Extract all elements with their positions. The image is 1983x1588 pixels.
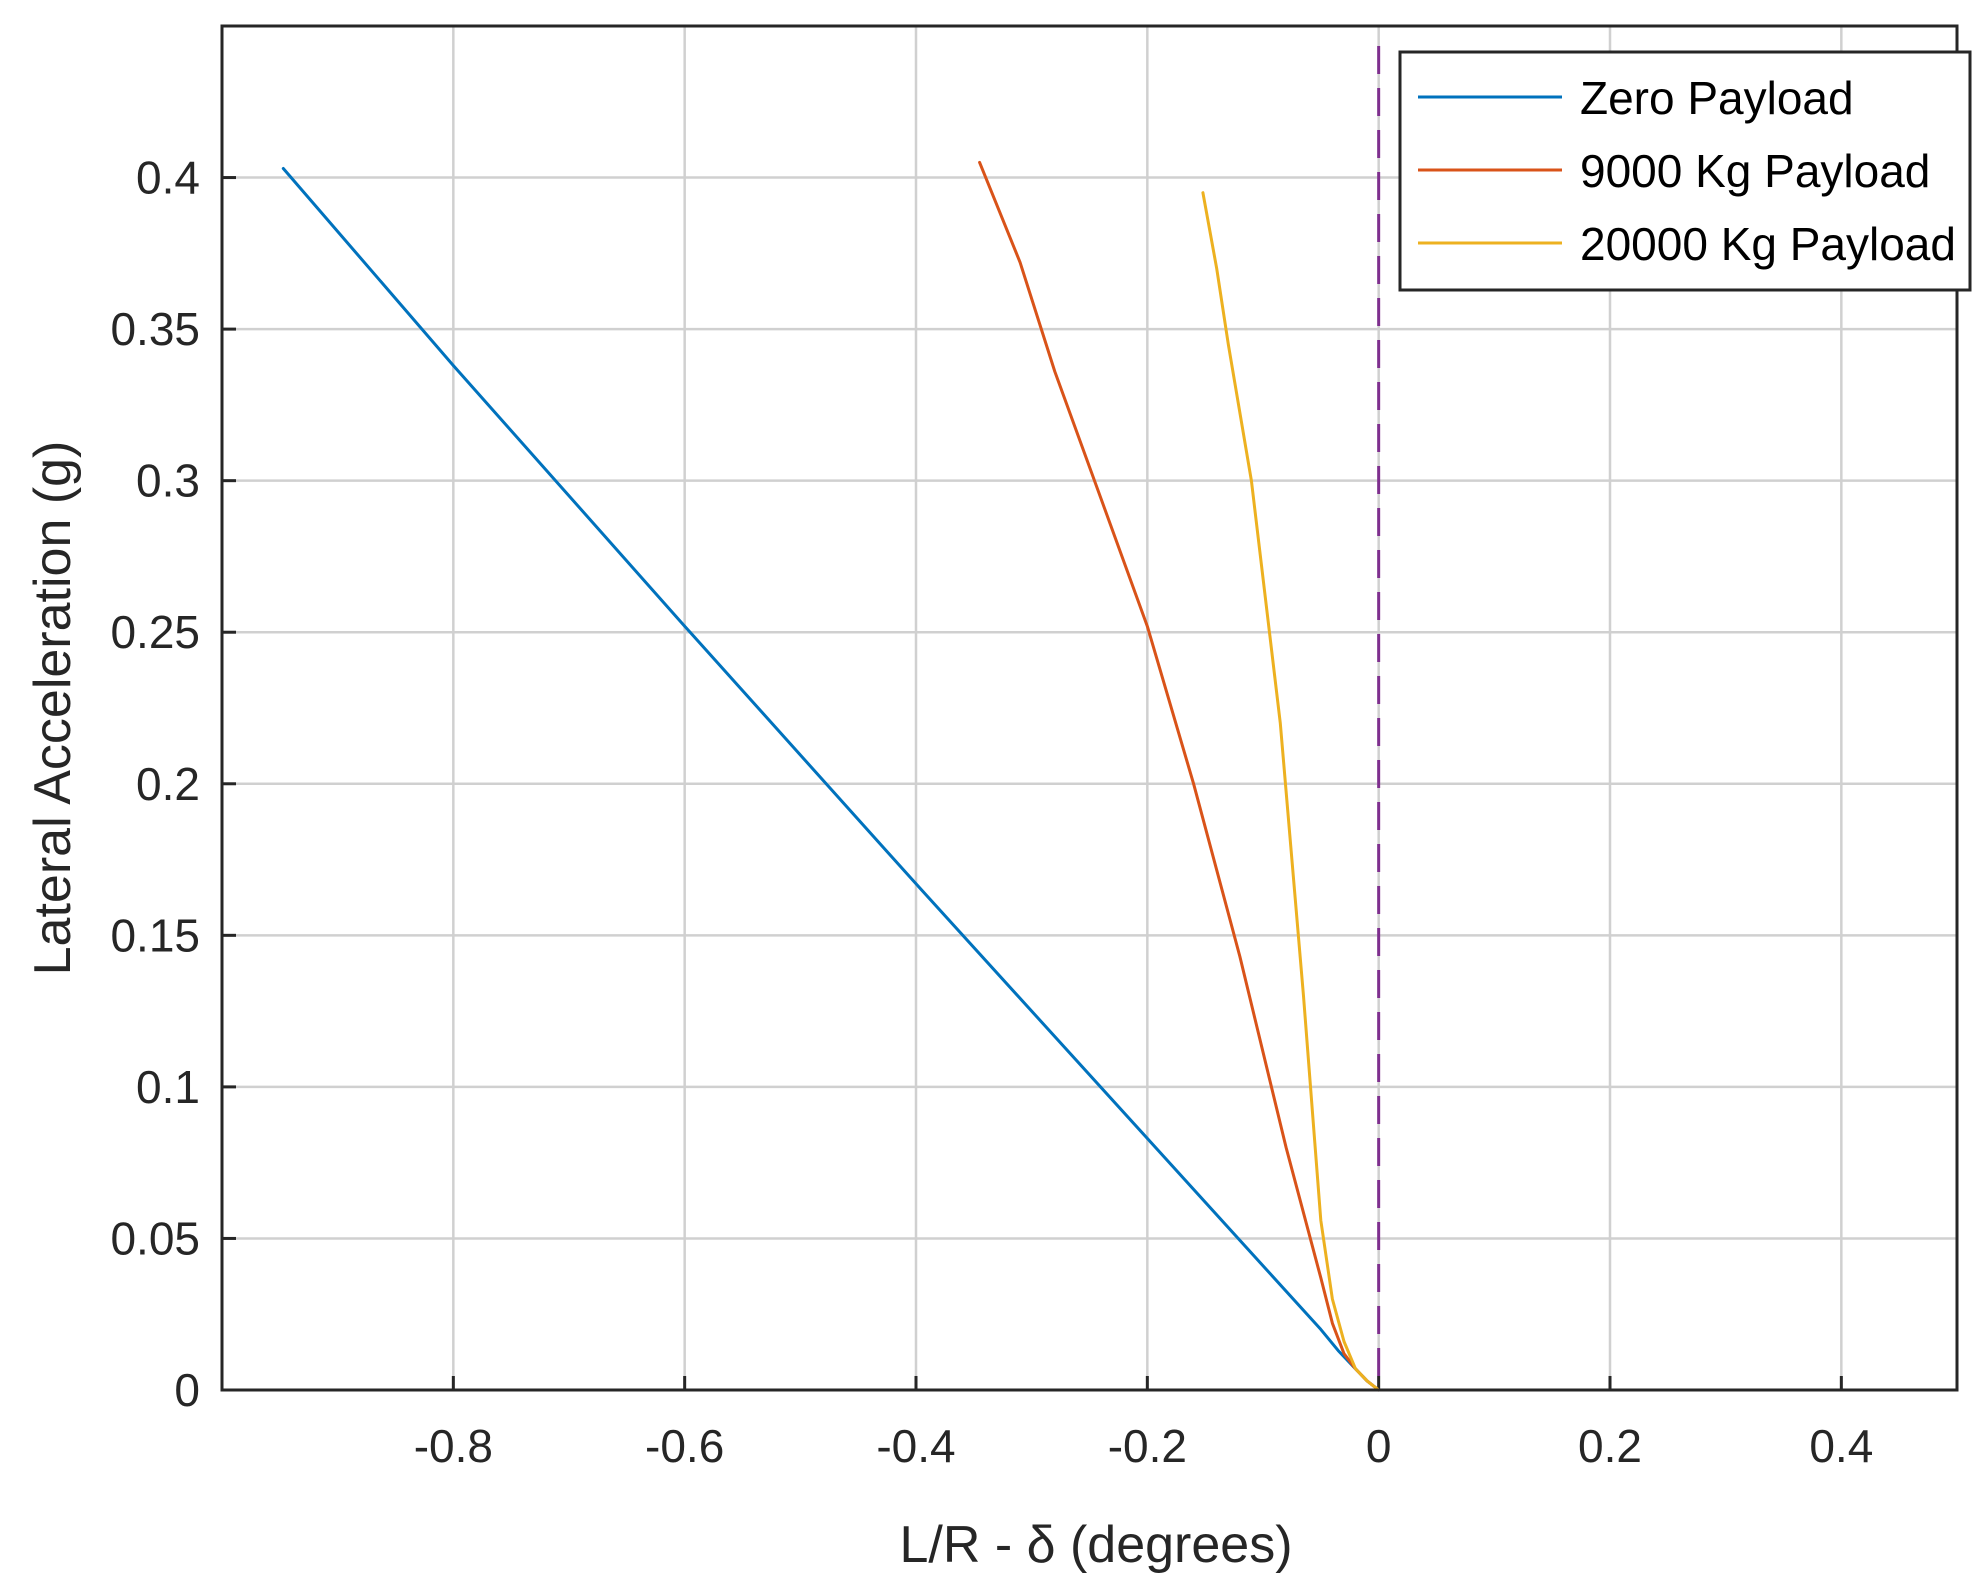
plot-frame [220, 24, 1959, 1392]
y-tick-label: 0.25 [110, 606, 200, 658]
y-tick-label: 0.05 [110, 1212, 200, 1264]
y-tick-label: 0.3 [136, 455, 200, 507]
x-tick-label: -0.8 [414, 1420, 493, 1472]
legend-label-20000kg-payload: 20000 Kg Payload [1580, 218, 1956, 270]
legend-label-9000kg-payload: 9000 Kg Payload [1580, 145, 1930, 197]
series-line-20000-kg-payload [1201, 191, 1381, 1392]
x-axis-ticks: -0.8 -0.6 -0.4 -0.2 0 0.2 0.4 [414, 1376, 1873, 1472]
y-tick-label: 0 [174, 1364, 200, 1416]
x-axis-label: L/R - δ (degrees) [899, 1516, 1292, 1574]
x-tick-label: -0.6 [645, 1420, 724, 1472]
x-tick-label: 0 [1366, 1420, 1392, 1472]
x-tick-label: -0.2 [1108, 1420, 1187, 1472]
y-tick-label: 0.2 [136, 758, 200, 810]
y-axis-label: Lateral Acceleration (g) [24, 441, 82, 976]
legend-label-zero-payload: Zero Payload [1580, 72, 1854, 124]
legend: Zero Payload 9000 Kg Payload 20000 Kg Pa… [1398, 50, 1972, 292]
y-tick-label: 0.4 [136, 152, 200, 204]
y-tick-label: 0.1 [136, 1061, 200, 1113]
legend-entry-20000kg-payload: 20000 Kg Payload [1418, 218, 1956, 270]
x-tick-label: 0.2 [1578, 1420, 1642, 1472]
series [281, 160, 1381, 1392]
y-axis-ticks: 0 0.05 0.1 0.15 0.2 0.25 0.3 0.35 0.4 [110, 152, 236, 1416]
x-tick-label: -0.4 [876, 1420, 955, 1472]
x-tick-label: 0.4 [1809, 1420, 1873, 1472]
legend-entry-9000kg-payload: 9000 Kg Payload [1418, 145, 1930, 197]
y-tick-label: 0.35 [110, 303, 200, 355]
legend-entry-zero-payload: Zero Payload [1418, 72, 1854, 124]
y-tick-label: 0.15 [110, 909, 200, 961]
